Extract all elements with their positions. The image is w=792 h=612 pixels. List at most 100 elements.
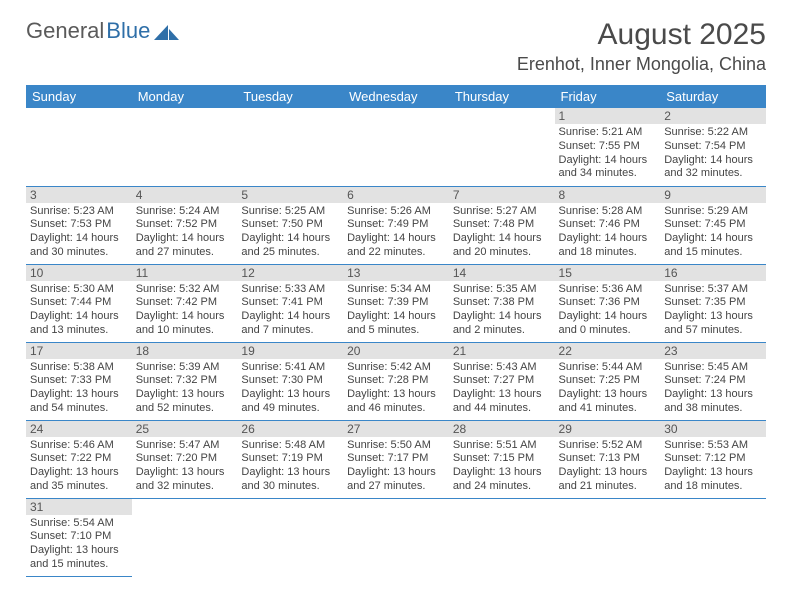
sunrise-text: Sunrise: 5:50 AM	[347, 439, 445, 453]
sunset-text: Sunset: 7:35 PM	[664, 296, 762, 310]
sunrise-text: Sunrise: 5:22 AM	[664, 126, 762, 140]
day-details: Sunrise: 5:26 AMSunset: 7:49 PMDaylight:…	[343, 203, 449, 264]
logo-text-2: Blue	[106, 18, 150, 44]
sunset-text: Sunset: 7:32 PM	[136, 374, 234, 388]
day-number: 1	[555, 108, 661, 124]
month-title: August 2025	[517, 18, 766, 52]
title-block: August 2025 Erenhot, Inner Mongolia, Chi…	[517, 18, 766, 75]
day-number: 10	[26, 265, 132, 281]
sunset-text: Sunset: 7:45 PM	[664, 218, 762, 232]
calendar-row: 10Sunrise: 5:30 AMSunset: 7:44 PMDayligh…	[26, 264, 766, 342]
day-details: Sunrise: 5:52 AMSunset: 7:13 PMDaylight:…	[555, 437, 661, 498]
sunset-text: Sunset: 7:48 PM	[453, 218, 551, 232]
calendar-cell	[237, 108, 343, 186]
sunset-text: Sunset: 7:17 PM	[347, 452, 445, 466]
sunset-text: Sunset: 7:49 PM	[347, 218, 445, 232]
day-number: 15	[555, 265, 661, 281]
calendar-cell: 14Sunrise: 5:35 AMSunset: 7:38 PMDayligh…	[449, 264, 555, 342]
calendar-cell: 31Sunrise: 5:54 AMSunset: 7:10 PMDayligh…	[26, 498, 132, 576]
daylight-text: Daylight: 13 hours and 46 minutes.	[347, 388, 445, 416]
calendar-cell	[132, 498, 238, 576]
calendar-cell	[237, 498, 343, 576]
daylight-text: Daylight: 13 hours and 57 minutes.	[664, 310, 762, 338]
day-number: 23	[660, 343, 766, 359]
daylight-text: Daylight: 14 hours and 18 minutes.	[559, 232, 657, 260]
calendar-table: SundayMondayTuesdayWednesdayThursdayFrid…	[26, 85, 766, 577]
calendar-cell	[343, 498, 449, 576]
weekday-header: Saturday	[660, 85, 766, 108]
sunrise-text: Sunrise: 5:24 AM	[136, 205, 234, 219]
sunset-text: Sunset: 7:41 PM	[241, 296, 339, 310]
daylight-text: Daylight: 14 hours and 2 minutes.	[453, 310, 551, 338]
sunrise-text: Sunrise: 5:37 AM	[664, 283, 762, 297]
sunset-text: Sunset: 7:22 PM	[30, 452, 128, 466]
sunset-text: Sunset: 7:28 PM	[347, 374, 445, 388]
calendar-cell: 24Sunrise: 5:46 AMSunset: 7:22 PMDayligh…	[26, 420, 132, 498]
daylight-text: Daylight: 14 hours and 15 minutes.	[664, 232, 762, 260]
day-details: Sunrise: 5:50 AMSunset: 7:17 PMDaylight:…	[343, 437, 449, 498]
daylight-text: Daylight: 14 hours and 0 minutes.	[559, 310, 657, 338]
daylight-text: Daylight: 13 hours and 52 minutes.	[136, 388, 234, 416]
day-number: 11	[132, 265, 238, 281]
sunrise-text: Sunrise: 5:48 AM	[241, 439, 339, 453]
sunrise-text: Sunrise: 5:27 AM	[453, 205, 551, 219]
calendar-cell: 5Sunrise: 5:25 AMSunset: 7:50 PMDaylight…	[237, 186, 343, 264]
sunset-text: Sunset: 7:53 PM	[30, 218, 128, 232]
daylight-text: Daylight: 13 hours and 32 minutes.	[136, 466, 234, 494]
day-number: 3	[26, 187, 132, 203]
header: GeneralBlue August 2025 Erenhot, Inner M…	[26, 18, 766, 75]
sunrise-text: Sunrise: 5:32 AM	[136, 283, 234, 297]
daylight-text: Daylight: 13 hours and 18 minutes.	[664, 466, 762, 494]
sunrise-text: Sunrise: 5:28 AM	[559, 205, 657, 219]
day-details: Sunrise: 5:38 AMSunset: 7:33 PMDaylight:…	[26, 359, 132, 420]
day-number: 4	[132, 187, 238, 203]
day-number: 12	[237, 265, 343, 281]
calendar-cell: 27Sunrise: 5:50 AMSunset: 7:17 PMDayligh…	[343, 420, 449, 498]
sunset-text: Sunset: 7:46 PM	[559, 218, 657, 232]
sunrise-text: Sunrise: 5:34 AM	[347, 283, 445, 297]
calendar-cell: 12Sunrise: 5:33 AMSunset: 7:41 PMDayligh…	[237, 264, 343, 342]
day-number: 6	[343, 187, 449, 203]
day-details: Sunrise: 5:44 AMSunset: 7:25 PMDaylight:…	[555, 359, 661, 420]
sunrise-text: Sunrise: 5:42 AM	[347, 361, 445, 375]
day-details: Sunrise: 5:29 AMSunset: 7:45 PMDaylight:…	[660, 203, 766, 264]
day-number: 13	[343, 265, 449, 281]
calendar-cell: 22Sunrise: 5:44 AMSunset: 7:25 PMDayligh…	[555, 342, 661, 420]
sunrise-text: Sunrise: 5:45 AM	[664, 361, 762, 375]
sunrise-text: Sunrise: 5:51 AM	[453, 439, 551, 453]
day-number: 25	[132, 421, 238, 437]
daylight-text: Daylight: 14 hours and 32 minutes.	[664, 154, 762, 182]
day-number: 20	[343, 343, 449, 359]
sunset-text: Sunset: 7:20 PM	[136, 452, 234, 466]
day-number: 18	[132, 343, 238, 359]
day-details: Sunrise: 5:53 AMSunset: 7:12 PMDaylight:…	[660, 437, 766, 498]
day-number: 21	[449, 343, 555, 359]
calendar-cell: 25Sunrise: 5:47 AMSunset: 7:20 PMDayligh…	[132, 420, 238, 498]
daylight-text: Daylight: 13 hours and 54 minutes.	[30, 388, 128, 416]
location: Erenhot, Inner Mongolia, China	[517, 54, 766, 75]
day-number: 2	[660, 108, 766, 124]
daylight-text: Daylight: 14 hours and 30 minutes.	[30, 232, 128, 260]
calendar-cell: 9Sunrise: 5:29 AMSunset: 7:45 PMDaylight…	[660, 186, 766, 264]
sunrise-text: Sunrise: 5:53 AM	[664, 439, 762, 453]
sunset-text: Sunset: 7:44 PM	[30, 296, 128, 310]
sunrise-text: Sunrise: 5:46 AM	[30, 439, 128, 453]
day-details: Sunrise: 5:21 AMSunset: 7:55 PMDaylight:…	[555, 124, 661, 185]
weekday-header: Sunday	[26, 85, 132, 108]
weekday-header: Wednesday	[343, 85, 449, 108]
calendar-cell: 21Sunrise: 5:43 AMSunset: 7:27 PMDayligh…	[449, 342, 555, 420]
sunset-text: Sunset: 7:15 PM	[453, 452, 551, 466]
daylight-text: Daylight: 14 hours and 22 minutes.	[347, 232, 445, 260]
day-details: Sunrise: 5:51 AMSunset: 7:15 PMDaylight:…	[449, 437, 555, 498]
daylight-text: Daylight: 14 hours and 27 minutes.	[136, 232, 234, 260]
sunset-text: Sunset: 7:25 PM	[559, 374, 657, 388]
day-details: Sunrise: 5:37 AMSunset: 7:35 PMDaylight:…	[660, 281, 766, 342]
daylight-text: Daylight: 13 hours and 15 minutes.	[30, 544, 128, 572]
calendar-cell: 18Sunrise: 5:39 AMSunset: 7:32 PMDayligh…	[132, 342, 238, 420]
sunset-text: Sunset: 7:39 PM	[347, 296, 445, 310]
day-number: 28	[449, 421, 555, 437]
calendar-cell	[26, 108, 132, 186]
calendar-body: 1Sunrise: 5:21 AMSunset: 7:55 PMDaylight…	[26, 108, 766, 576]
day-details: Sunrise: 5:34 AMSunset: 7:39 PMDaylight:…	[343, 281, 449, 342]
sunset-text: Sunset: 7:50 PM	[241, 218, 339, 232]
